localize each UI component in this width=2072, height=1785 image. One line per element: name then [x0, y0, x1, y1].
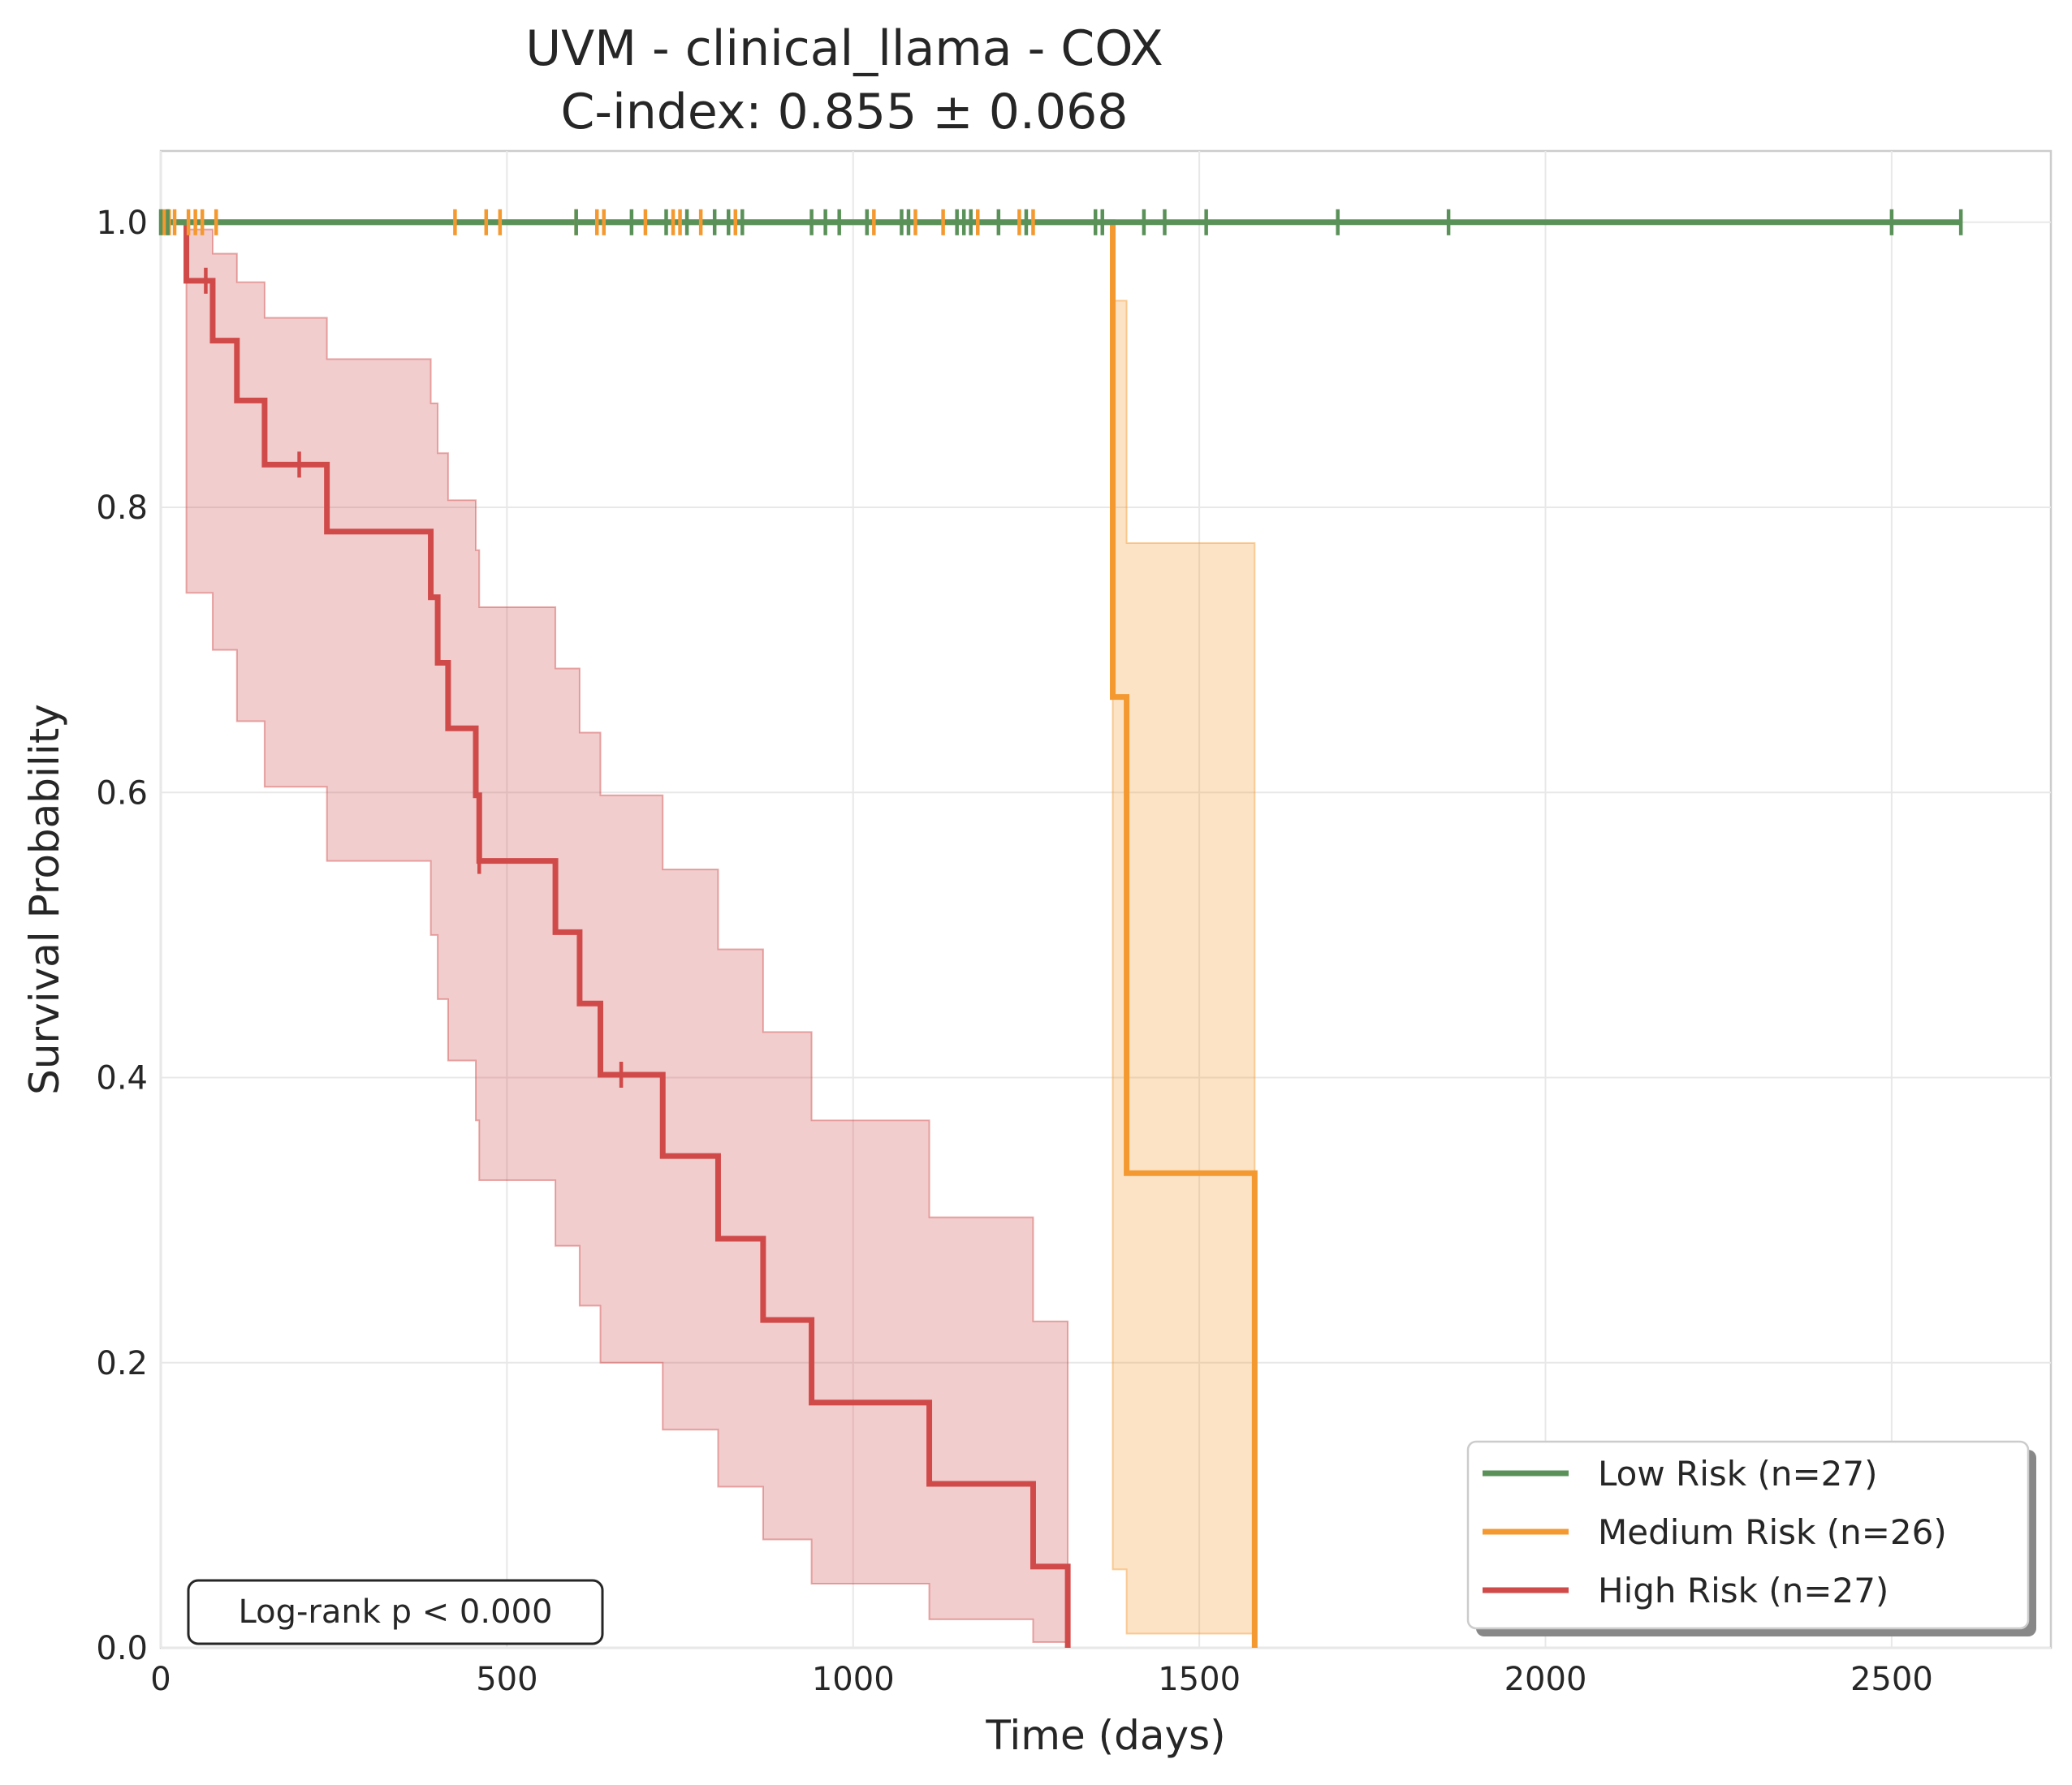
pvalue-text: Log-rank p < 0.000: [239, 1593, 553, 1631]
pvalue-box-frame: [187, 1579, 604, 1645]
y-tick-label: 0.4: [96, 1060, 148, 1097]
y-tick-label: 0.6: [96, 774, 148, 812]
x-tick-label: 1500: [1158, 1661, 1241, 1698]
legend-label: Medium Risk (n=26): [1598, 1512, 1947, 1552]
legend-label: High Risk (n=27): [1598, 1571, 1889, 1610]
x-tick-label: 0: [150, 1661, 171, 1698]
x-tick-label: 1000: [812, 1661, 895, 1698]
chart-title-line1: UVM - clinical_llama - COX: [525, 20, 1163, 77]
x-tick-label: 500: [476, 1661, 537, 1698]
y-tick-label: 0.0: [96, 1630, 148, 1667]
confidence-band: [161, 221, 1069, 1643]
plot-area: [159, 149, 2053, 1649]
censor-marks: [158, 209, 1963, 1089]
pvalue-box: Log-rank p < 0.000: [187, 1579, 604, 1645]
x-tick-label: 2000: [1504, 1661, 1587, 1698]
legend-frame: [1466, 1440, 2030, 1630]
y-tick-label: 0.2: [96, 1345, 148, 1382]
y-tick-label: 1.0: [96, 205, 148, 242]
x-axis-label: Time (days): [985, 1712, 1225, 1759]
legend-items: Low Risk (n=27) Medium Risk (n=26) High Ri…: [1483, 1454, 1947, 1610]
legend-label: Low Risk (n=27): [1598, 1454, 1878, 1494]
axis-ticks: 0 500 1000 1500 2000 2500 0.0 0.2 0.4 0.6 0.8 1.0: [96, 205, 1932, 1698]
chart-title-line2: C-index: 0.855 ± 0.068: [561, 84, 1129, 140]
y-tick-label: 0.8: [96, 489, 148, 527]
legend: Low Risk (n=27) Medium Risk (n=26) High Ri…: [1466, 1440, 2036, 1636]
x-tick-label: 2500: [1850, 1661, 1933, 1698]
y-axis-label: Survival Probability: [21, 704, 68, 1095]
